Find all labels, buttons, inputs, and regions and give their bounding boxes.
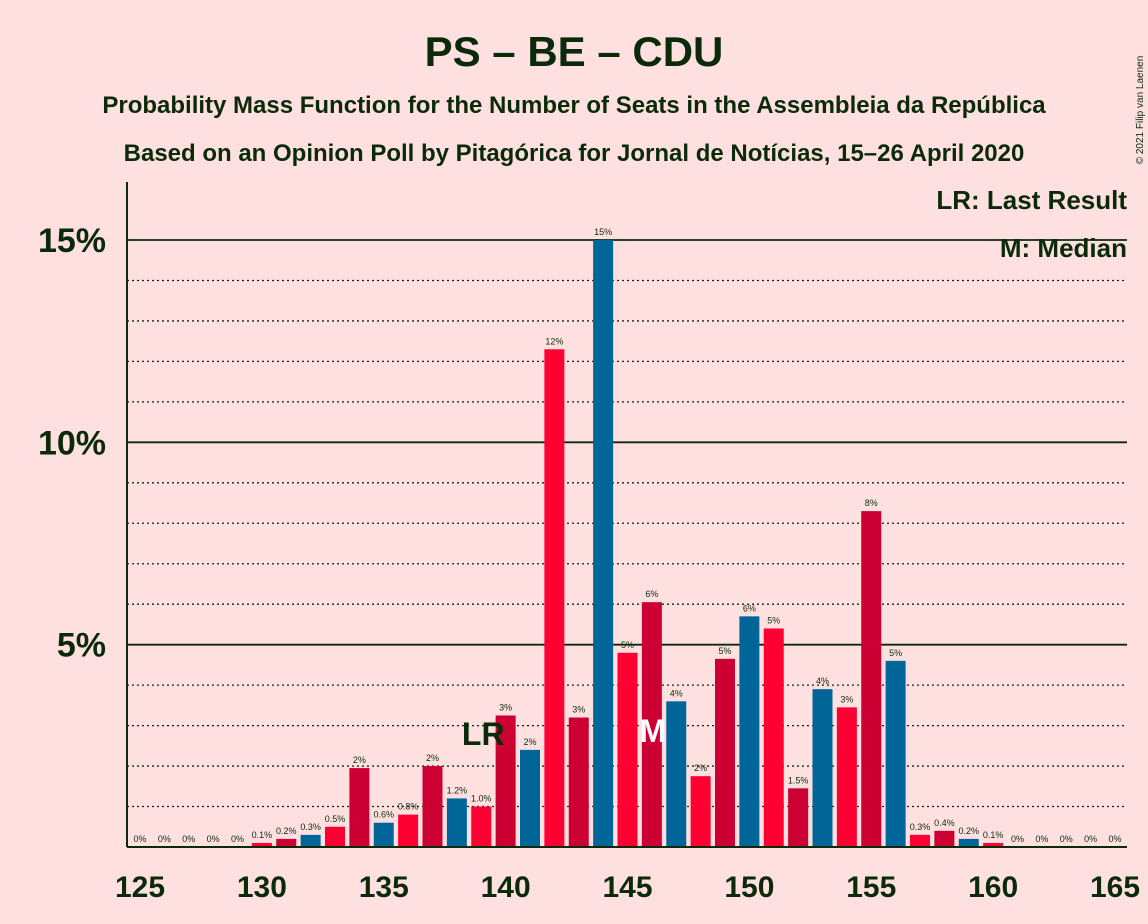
x-tick-labels: 125 130 135 140 145 150 155 160 165: [115, 871, 1140, 904]
bar-seat-157: [910, 834, 930, 847]
chart-subtitle-2: Based on an Opinion Poll by Pitagórica f…: [124, 140, 1025, 167]
bar-seat-152: [788, 788, 809, 847]
bar-seat-133: [325, 826, 345, 847]
bar-label-seat-134: 2%: [353, 755, 366, 765]
bar-label-seat-140: 3%: [499, 702, 512, 712]
bar-label-seat-125: 0%: [133, 834, 146, 844]
chart-subtitle-1: Probability Mass Function for the Number…: [102, 92, 1046, 119]
x-tick-label-135: 135: [359, 871, 409, 904]
bar-seat-147: [666, 701, 687, 847]
bar-label-seat-130: 0.1%: [252, 830, 273, 840]
bar-label-seat-131: 0.2%: [276, 826, 297, 836]
bar-label-seat-128: 0%: [207, 834, 220, 844]
bar-label-seat-158: 0.4%: [934, 818, 955, 828]
bar-label-seat-162: 0%: [1035, 834, 1048, 844]
bar-label-seat-143: 3%: [572, 705, 585, 715]
bar-seat-140: [495, 715, 516, 847]
bar-seat-154: [836, 707, 857, 847]
bar-seat-155: [861, 511, 882, 847]
bar-label-seat-139: 1.0%: [471, 794, 492, 804]
bar-seat-149: [715, 658, 735, 847]
bar-label-seat-132: 0.3%: [300, 822, 321, 832]
bar-seat-138: [446, 798, 467, 847]
bar-seat-160: [983, 842, 1004, 847]
bar-label-seat-129: 0%: [231, 834, 244, 844]
bar-label-seat-142: 12%: [545, 336, 563, 346]
bar-label-seat-148: 2%: [694, 763, 707, 773]
bar-label-seat-164: 0%: [1084, 834, 1097, 844]
y-tick-label-15: 15%: [38, 222, 106, 260]
bar-seat-144: [593, 240, 614, 847]
y-tick-labels: 5% 10% 15%: [38, 222, 106, 665]
bar-seat-143: [568, 717, 589, 847]
bar-label-seat-153: 4%: [816, 676, 829, 686]
bar-label-seat-137: 2%: [426, 753, 439, 763]
bar-label-seat-144: 15%: [594, 227, 612, 237]
bar-label-seat-159: 0.2%: [958, 826, 979, 836]
bar-label-seat-154: 3%: [840, 694, 853, 704]
x-tick-label-160: 160: [968, 871, 1018, 904]
bar-label-seat-152: 1.5%: [788, 775, 809, 785]
bar-seat-156: [885, 660, 906, 847]
bar-seat-131: [276, 838, 297, 847]
bar-label-seat-151: 5%: [767, 615, 780, 625]
axes-group: [126, 182, 1127, 848]
bar-seat-130: [251, 842, 272, 847]
bar-seat-134: [349, 768, 370, 847]
bar-seat-148: [690, 776, 711, 847]
legend-last-result: LR: Last Result: [936, 185, 1127, 215]
bar-label-seat-127: 0%: [182, 834, 195, 844]
y-tick-label-10: 10%: [38, 424, 106, 462]
bar-label-seat-138: 1.2%: [447, 785, 468, 795]
copyright-text: © 2021 Filip van Laenen: [1135, 56, 1146, 165]
bar-labels-group: 0% 0% 0% 0% 0% 0.1% 0.2% 0.3%0.5%2%0.6%0.8%2%1.…: [133, 227, 1121, 844]
bar-seat-158: [934, 830, 955, 847]
bar-seat-151: [763, 628, 784, 847]
bar-label-seat-165: 0%: [1108, 834, 1121, 844]
median-marker: M: [640, 713, 667, 749]
bar-label-seat-147: 4%: [670, 688, 683, 698]
bar-seat-141: [520, 749, 540, 847]
bar-seat-146: [641, 602, 662, 847]
bar-label-seat-146: 6%: [645, 589, 658, 599]
bar-label-seat-149: 5%: [718, 646, 731, 656]
x-tick-label-140: 140: [481, 871, 531, 904]
bar-seat-142: [544, 349, 565, 847]
chart-title: PS – BE – CDU: [425, 28, 724, 75]
bar-label-seat-161: 0%: [1011, 834, 1024, 844]
y-tick-label-5: 5%: [57, 627, 106, 665]
bar-seat-132: [300, 834, 321, 847]
bar-label-seat-135: 0.6%: [373, 810, 394, 820]
x-tick-label-155: 155: [846, 871, 896, 904]
bar-label-seat-163: 0%: [1060, 834, 1073, 844]
bar-label-seat-156: 5%: [889, 648, 902, 658]
bar-label-seat-145: 5%: [621, 640, 634, 650]
bar-seat-135: [373, 822, 394, 847]
x-tick-label-165: 165: [1090, 871, 1140, 904]
bar-seat-153: [812, 689, 833, 847]
bar-label-seat-155: 8%: [865, 498, 878, 508]
bar-seat-145: [617, 652, 638, 847]
bar-seat-139: [471, 806, 492, 847]
x-tick-label-125: 125: [115, 871, 165, 904]
bar-label-seat-157: 0.3%: [910, 822, 931, 832]
bar-seat-159: [958, 838, 979, 847]
bar-seat-136: [398, 814, 419, 847]
bar-label-seat-133: 0.5%: [325, 814, 346, 824]
x-tick-label-145: 145: [602, 871, 652, 904]
bar-seat-137: [422, 766, 443, 847]
bar-label-seat-150: 6%: [743, 603, 756, 613]
bar-label-seat-160: 0.1%: [983, 830, 1004, 840]
bar-label-seat-136: 0.8%: [398, 802, 419, 812]
x-tick-label-150: 150: [724, 871, 774, 904]
last-result-marker: LR: [462, 716, 505, 752]
x-tick-label-130: 130: [237, 871, 287, 904]
bars-group: [251, 240, 1004, 847]
bar-label-seat-141: 2%: [523, 737, 536, 747]
bar-label-seat-126: 0%: [158, 834, 171, 844]
bar-seat-150: [739, 616, 760, 847]
legend-median: M: Median: [1000, 233, 1127, 263]
